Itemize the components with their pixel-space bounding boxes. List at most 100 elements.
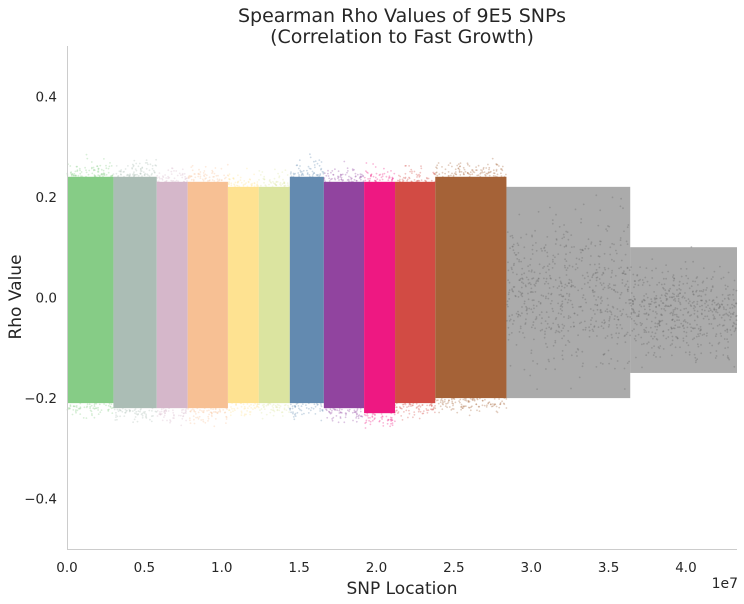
scatter-point [424, 179, 426, 182]
scatter-point [708, 299, 711, 301]
scatter-point [234, 185, 237, 188]
scatter-point [555, 329, 558, 332]
scatter-point [622, 308, 625, 311]
scatter-point [471, 169, 474, 172]
scatter-point [598, 255, 601, 258]
scatter-point [551, 307, 554, 310]
scatter-point [616, 327, 619, 329]
scatter-point [129, 174, 131, 177]
scatter-point [451, 172, 453, 175]
scatter-point [184, 178, 187, 181]
scatter-point [589, 263, 592, 266]
scatter-point [621, 272, 624, 275]
scatter-point [726, 328, 729, 331]
scatter-point [523, 300, 526, 303]
scatter-point [521, 281, 523, 284]
scatter-point [711, 285, 714, 287]
scatter-point [653, 345, 655, 347]
scatter-point [534, 318, 537, 321]
scatter-point [557, 302, 559, 305]
scatter-point [523, 336, 526, 339]
scatter-point [509, 364, 512, 367]
scatter-point [616, 316, 619, 318]
scatter-point [646, 318, 648, 321]
scatter-point [608, 318, 611, 320]
scatter-point [158, 176, 161, 179]
scatter-point [619, 239, 622, 242]
scatter-point [161, 419, 164, 422]
scatter-point [471, 398, 474, 401]
scatter-point [390, 422, 392, 425]
scatter-point [94, 407, 97, 410]
scatter-point [76, 409, 79, 412]
scatter-point [216, 180, 219, 183]
scatter-point [301, 403, 304, 405]
scatter-point [434, 180, 437, 183]
scatter-point [317, 403, 319, 406]
scatter-point [732, 299, 735, 301]
scatter-point [139, 410, 141, 413]
scatter-point [496, 163, 499, 166]
scatter-point [325, 409, 328, 412]
scatter-point [675, 295, 678, 298]
scatter-point [374, 180, 377, 183]
scatter-point [134, 168, 137, 171]
scatter-point [149, 418, 151, 421]
scatter-point [269, 179, 271, 181]
scatter-point [456, 164, 459, 167]
scatter-point [670, 304, 672, 307]
scatter-point [572, 321, 575, 324]
scatter-point [292, 172, 295, 175]
scatter-point [294, 412, 297, 415]
scatter-point [163, 414, 166, 417]
scatter-point [435, 166, 437, 169]
scatter-point [719, 305, 721, 308]
scatter-point [693, 353, 696, 356]
scatter-point [131, 167, 134, 170]
scatter-point [535, 280, 538, 283]
scatter-point [307, 165, 310, 168]
scatter-point [438, 173, 441, 176]
scatter-point [559, 293, 562, 296]
scatter-point [674, 346, 677, 349]
scatter-point [81, 175, 84, 178]
scatter-point [415, 402, 418, 405]
scatter-point [139, 173, 142, 175]
scatter-point [111, 412, 114, 414]
scatter-point [580, 218, 583, 220]
scatter-point [727, 357, 730, 360]
scatter-point [278, 404, 280, 407]
scatter-point [552, 310, 554, 313]
scatter-point [359, 176, 361, 179]
scatter-point [633, 310, 635, 313]
scatter-point [715, 309, 718, 311]
scatter-point [416, 179, 419, 182]
scatter-point [193, 418, 195, 421]
scatter-point [451, 408, 454, 410]
scatter-point [458, 171, 461, 174]
scatter-point [682, 340, 685, 342]
scatter-point [600, 325, 603, 328]
scatter-point [172, 409, 174, 412]
scatter-point [205, 174, 208, 177]
scatter-point [620, 266, 622, 269]
scatter-point [256, 183, 259, 186]
scatter-point [581, 350, 584, 353]
scatter-point [454, 401, 457, 404]
scatter-point [265, 404, 268, 407]
scatter-point [650, 335, 653, 338]
scatter-point [128, 410, 131, 413]
scatter-point [250, 406, 253, 409]
scatter-point [648, 284, 651, 287]
scatter-point [658, 323, 660, 325]
scatter-point [564, 266, 566, 269]
scatter-point [278, 409, 281, 412]
scatter-point [73, 405, 75, 408]
scatter-point [334, 178, 337, 181]
scatter-point [121, 407, 124, 410]
scatter-point [635, 356, 637, 359]
scatter-point [279, 181, 282, 184]
scatter-point [198, 173, 201, 176]
scatter-point [633, 337, 636, 340]
scatter-point [692, 307, 695, 310]
